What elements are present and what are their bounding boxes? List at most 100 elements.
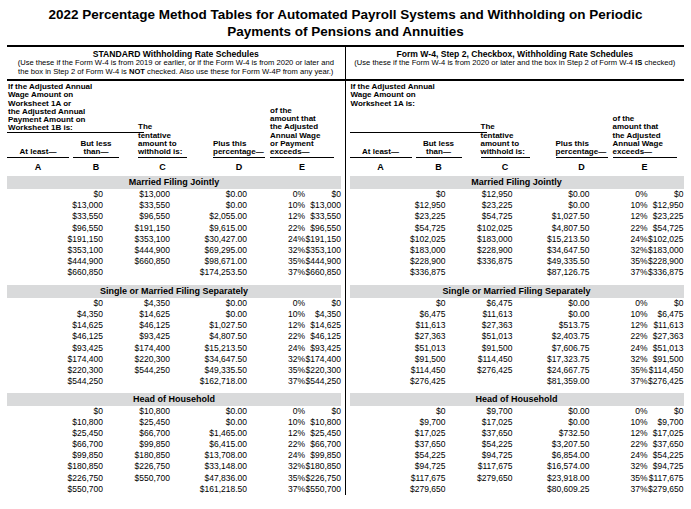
col-header-plus-percentage: Plus this percentage— xyxy=(556,140,608,158)
table-cell: 22% xyxy=(590,331,648,342)
table-cell: 37% xyxy=(247,376,305,387)
table-cell: 0% xyxy=(247,406,305,417)
table-cell: $114,450 xyxy=(648,365,684,376)
tax-table-document: 2022 Percentage Method Tables for Automa… xyxy=(7,5,684,495)
table-row: $37,650$54,225$3,207.5022%$37,650 xyxy=(350,439,684,450)
table-cell: 24% xyxy=(590,450,648,461)
table-cell: $27,363 xyxy=(350,331,446,342)
table-cell: $51,013 xyxy=(350,343,446,354)
table-cell: $276,425 xyxy=(446,365,513,376)
table-cell: $0.00 xyxy=(513,200,590,211)
table-cell: 22% xyxy=(590,439,648,450)
table-cell: 37% xyxy=(247,267,305,278)
table-cell: $174,400 xyxy=(305,354,341,365)
table-row: $96,550$191,150$9,615.0022%$96,550 xyxy=(7,223,341,234)
table-cell: 32% xyxy=(590,245,648,256)
table-cell: $15,213.50 xyxy=(513,234,590,245)
table-cell: $444,900 xyxy=(7,256,103,267)
table-cell: $6,475 xyxy=(446,298,513,309)
table-cell: $80,609.25 xyxy=(513,484,590,495)
table-cell: $94,725 xyxy=(350,461,446,472)
table-cell: 0% xyxy=(247,189,305,200)
table-row: $54,225$94,725$6,854.0024%$54,225 xyxy=(350,450,684,461)
table-cell: 0% xyxy=(590,189,648,200)
table-cell: $114,450 xyxy=(350,365,446,376)
table-cell xyxy=(446,376,513,387)
table-cell: 0% xyxy=(247,298,305,309)
table-cell: $96,550 xyxy=(103,211,170,222)
table-cell: $544,250 xyxy=(103,365,170,376)
table-cell: $228,900 xyxy=(350,256,446,267)
table-row: $10,800$25,450$0.0010%$10,800 xyxy=(7,417,341,428)
table-cell: 10% xyxy=(247,200,305,211)
table-cell: $23,918.00 xyxy=(513,473,590,484)
table-cell xyxy=(103,267,170,278)
schedule-header-checkbox: Form W-4, Step 2, Checkbox, Withholding … xyxy=(346,47,685,79)
table-row: $276,425$81,359.0037%$276,425 xyxy=(350,376,684,387)
table-cell: 22% xyxy=(247,331,305,342)
table-cell: $228,900 xyxy=(446,245,513,256)
table-cell: $0.00 xyxy=(170,189,247,200)
table-cell: $3,207.50 xyxy=(513,439,590,450)
table-cell: $46,125 xyxy=(103,320,170,331)
table-cell: $49,335.50 xyxy=(170,365,247,376)
column-letter-a: A xyxy=(7,158,69,176)
table-cell: 10% xyxy=(590,417,648,428)
table-cell: $4,350 xyxy=(7,309,103,320)
table-cell: $102,025 xyxy=(648,234,684,245)
table-cell: $226,750 xyxy=(305,473,341,484)
table-cell: $226,750 xyxy=(103,461,170,472)
table-row: $336,875$87,126.7537%$336,875 xyxy=(350,267,684,278)
table-cell: $174,400 xyxy=(103,343,170,354)
table-cell: $174,253.50 xyxy=(170,267,247,278)
table-cell: $66,700 xyxy=(7,439,103,450)
table-head-of-household: $0$10,800$0.000%$0$10,800$25,450$0.0010%… xyxy=(7,406,341,495)
table-cell: $9,700 xyxy=(446,406,513,417)
table-cell: $33,550 xyxy=(103,200,170,211)
table-cell: $34,647.50 xyxy=(513,245,590,256)
table-cell: $54,225 xyxy=(446,439,513,450)
table-cell: $0.00 xyxy=(513,298,590,309)
table-row: $228,900$336,875$49,335.5035%$228,900 xyxy=(350,256,684,267)
note-emphasis: NOT xyxy=(129,67,145,76)
page-title-line-1: 2022 Percentage Method Tables for Automa… xyxy=(7,7,684,24)
table-cell: $17,025 xyxy=(350,428,446,439)
table-cell: $0.00 xyxy=(170,417,247,428)
table-row: $66,700$99,850$6,415.0022%$66,700 xyxy=(7,439,341,450)
table-cell: $0 xyxy=(648,298,684,309)
table-cell: $27,363 xyxy=(446,320,513,331)
table-cell: $444,900 xyxy=(103,245,170,256)
table-cell: $17,323.75 xyxy=(513,354,590,365)
note-text: checked. Also use these for Form W-4P fr… xyxy=(145,67,333,76)
table-row: $99,850$180,850$13,708.0024%$99,850 xyxy=(7,450,341,461)
table-cell: $54,225 xyxy=(350,450,446,461)
col-header-tentative-amount: The tentative amount to withhold is: xyxy=(138,123,187,158)
table-cell: $91,500 xyxy=(648,354,684,365)
table-row: $0$6,475$0.000%$0 xyxy=(350,298,684,309)
table-cell: $10,800 xyxy=(7,417,103,428)
schedule-note: (Use these if the Form W-4 is from 2020 … xyxy=(352,59,679,68)
table-cell xyxy=(446,484,513,495)
column-letters-row: A B C D E xyxy=(7,158,341,176)
table-cell: $191,150 xyxy=(7,234,103,245)
table-cell: $4,807.50 xyxy=(170,331,247,342)
table-cell: $279,650 xyxy=(648,484,684,495)
table-cell: 12% xyxy=(247,211,305,222)
table-cell: $660,850 xyxy=(305,267,341,278)
table-cell: $0.00 xyxy=(513,417,590,428)
table-cell: $279,650 xyxy=(350,484,446,495)
table-cell: 10% xyxy=(590,200,648,211)
table-row: $91,500$114,450$17,323.7532%$91,500 xyxy=(350,354,684,365)
table-row: $25,450$66,700$1,465.0012%$25,450 xyxy=(7,428,341,439)
table-cell: $183,000 xyxy=(446,234,513,245)
table-cell: $0.00 xyxy=(513,189,590,200)
table-cell: $1,027.50 xyxy=(170,320,247,331)
table-cell: $25,450 xyxy=(305,428,341,439)
table-cell: $180,850 xyxy=(103,450,170,461)
table-cell: $0 xyxy=(305,406,341,417)
table-cell: $550,700 xyxy=(7,484,103,495)
table-row: $9,700$17,025$0.0010%$9,700 xyxy=(350,417,684,428)
table-cell: 24% xyxy=(590,343,648,354)
table-cell: $336,875 xyxy=(446,256,513,267)
table-cell: $9,615.00 xyxy=(170,223,247,234)
